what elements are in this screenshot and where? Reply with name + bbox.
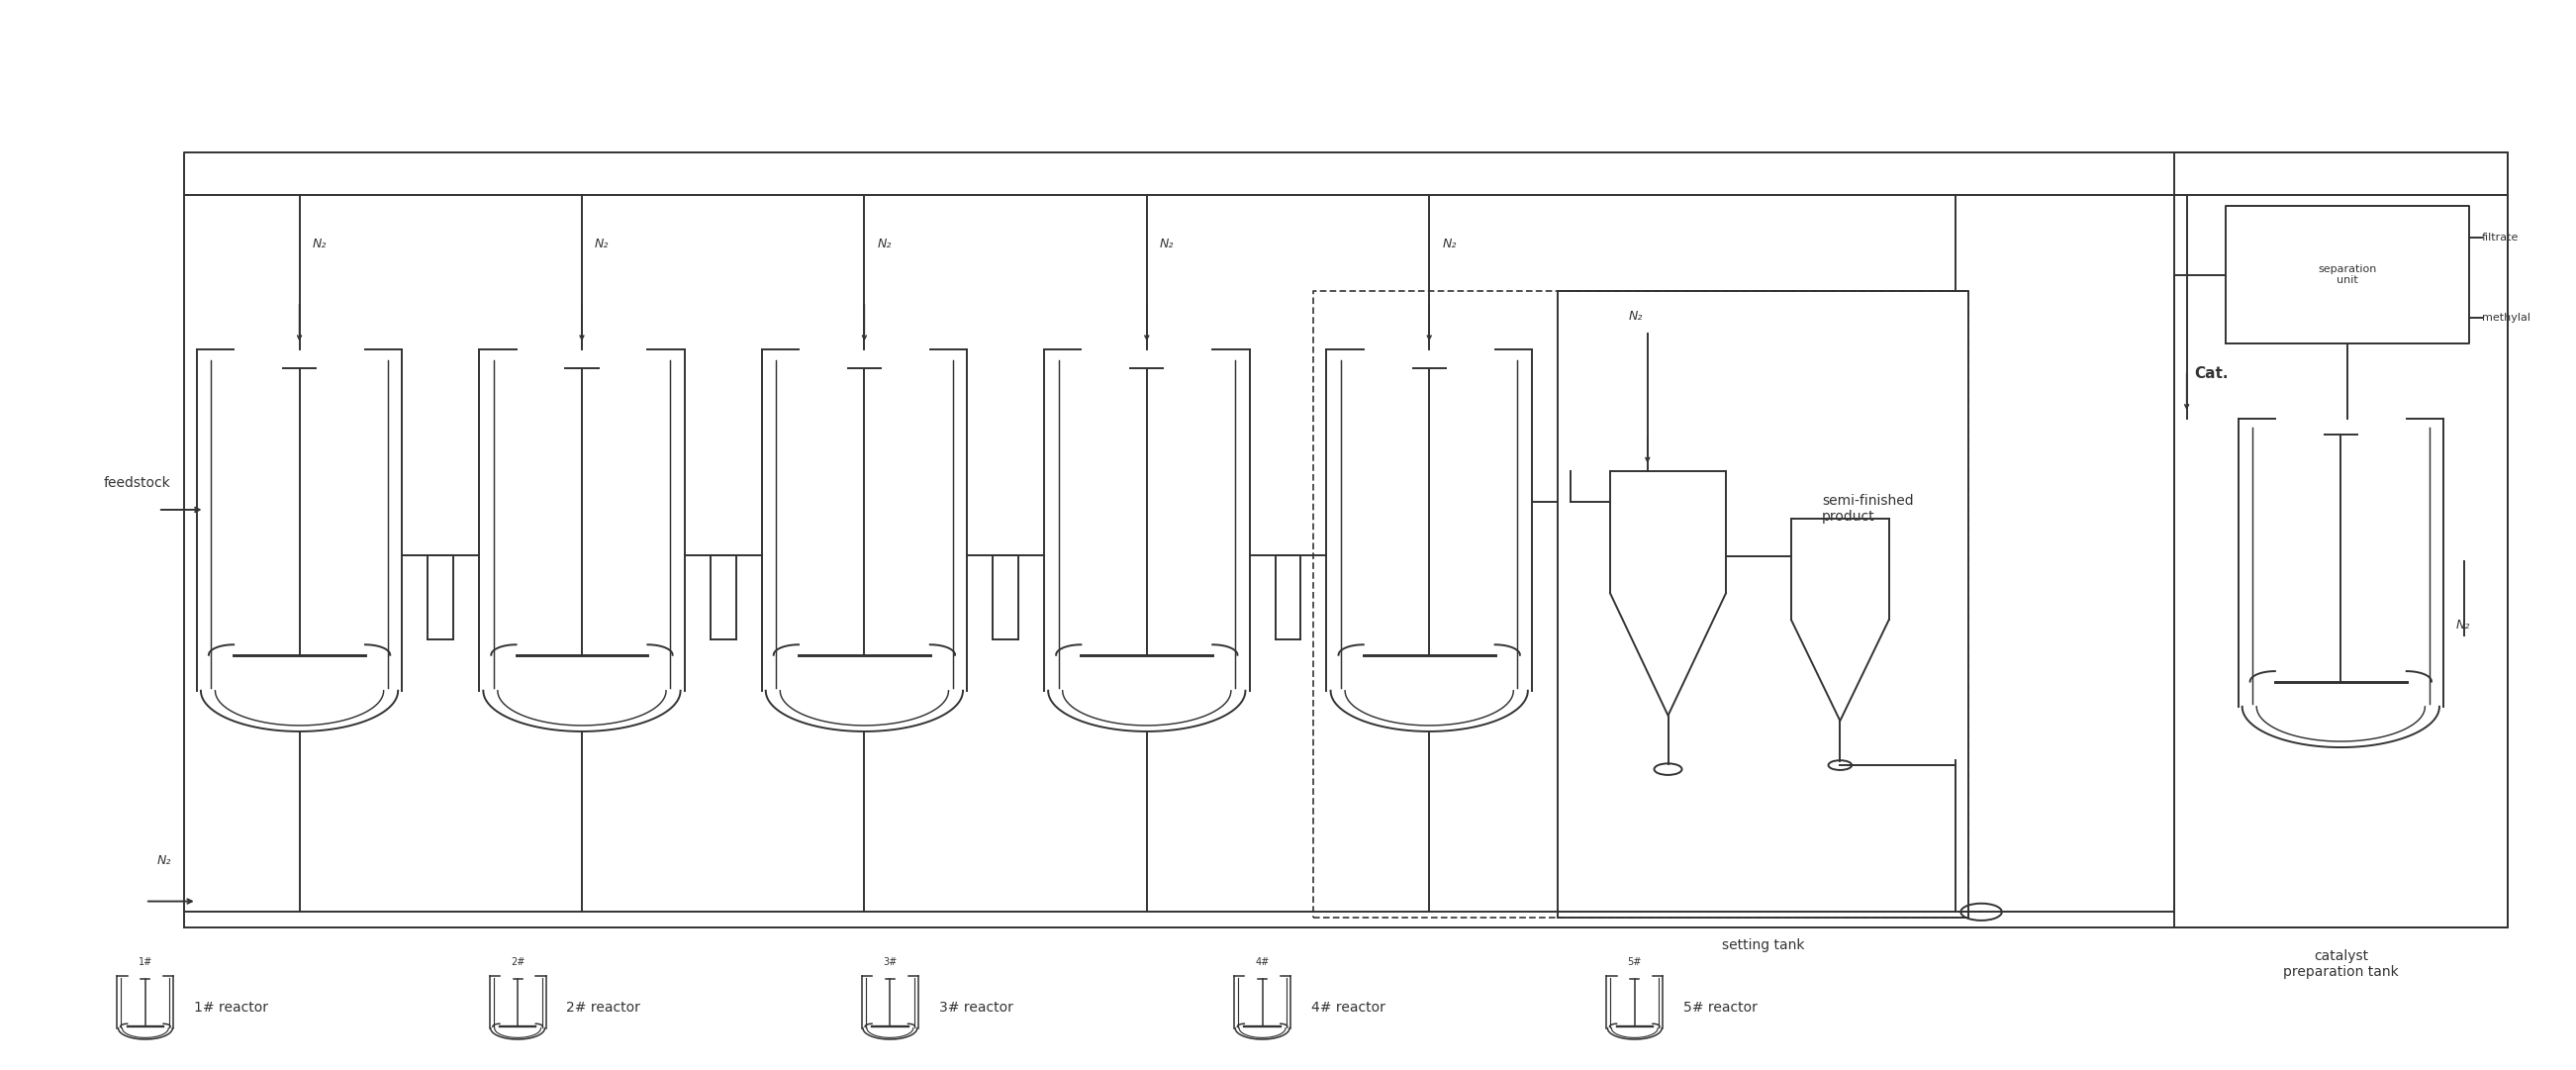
Text: 3#: 3# bbox=[884, 958, 896, 967]
Text: separation
unit: separation unit bbox=[2318, 264, 2378, 286]
Text: N₂: N₂ bbox=[312, 238, 327, 250]
Text: Cat.: Cat. bbox=[2195, 366, 2228, 381]
Text: 1# reactor: 1# reactor bbox=[193, 1000, 268, 1014]
Text: methylal: methylal bbox=[2483, 312, 2530, 322]
Text: feedstock: feedstock bbox=[103, 476, 170, 490]
Text: 1#: 1# bbox=[139, 958, 152, 967]
Text: 4# reactor: 4# reactor bbox=[1311, 1000, 1386, 1014]
Text: N₂: N₂ bbox=[878, 238, 891, 250]
Text: 5#: 5# bbox=[1628, 958, 1641, 967]
Text: N₂: N₂ bbox=[157, 855, 170, 868]
Text: N₂: N₂ bbox=[595, 238, 608, 250]
Text: 5# reactor: 5# reactor bbox=[1685, 1000, 1757, 1014]
Text: filtrate: filtrate bbox=[2483, 233, 2519, 243]
Text: N₂: N₂ bbox=[1159, 238, 1175, 250]
Text: 4#: 4# bbox=[1255, 958, 1270, 967]
Text: 2# reactor: 2# reactor bbox=[567, 1000, 641, 1014]
Text: 3# reactor: 3# reactor bbox=[938, 1000, 1012, 1014]
Text: setting tank: setting tank bbox=[1721, 938, 1803, 952]
Text: N₂: N₂ bbox=[1443, 238, 1455, 250]
Text: semi-finished
product: semi-finished product bbox=[1821, 493, 1914, 523]
Text: catalyst
preparation tank: catalyst preparation tank bbox=[2282, 949, 2398, 979]
Text: 2#: 2# bbox=[510, 958, 526, 967]
Text: N₂: N₂ bbox=[1628, 310, 1643, 323]
Text: N₂: N₂ bbox=[2458, 618, 2470, 631]
